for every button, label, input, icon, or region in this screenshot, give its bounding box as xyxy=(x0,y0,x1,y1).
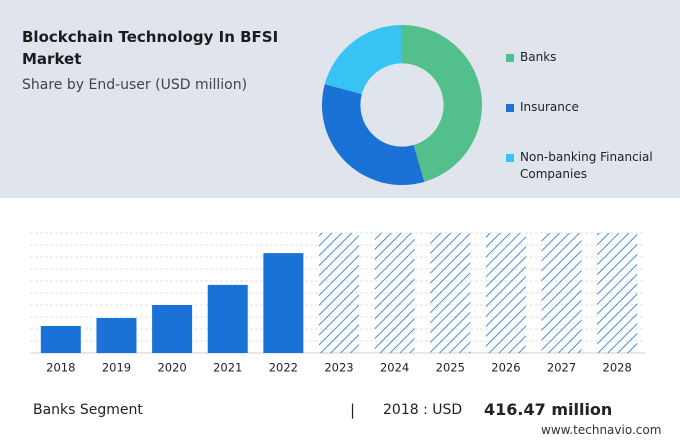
footer-value: 416.47 million xyxy=(484,400,613,419)
legend-label: Insurance xyxy=(520,100,579,114)
forecast-placeholder xyxy=(485,233,526,353)
x-tick-label: 2028 xyxy=(603,361,632,375)
legend-swatch xyxy=(506,54,514,62)
legend-swatch xyxy=(506,104,514,112)
x-tick-label: 2023 xyxy=(324,361,353,375)
forecast-placeholder xyxy=(541,233,582,353)
forecast-placeholder xyxy=(374,233,415,353)
x-tick-label: 2021 xyxy=(213,361,242,375)
legend-swatch xyxy=(506,154,514,162)
x-tick-label: 2019 xyxy=(102,361,131,375)
legend-label: Non-banking Financial Companies xyxy=(520,150,653,181)
forecast-placeholder xyxy=(597,233,638,353)
x-tick-label: 2018 xyxy=(46,361,75,375)
forecast-placeholder xyxy=(430,233,471,353)
footer-segment: Banks Segment xyxy=(33,402,143,418)
x-tick-label: 2026 xyxy=(491,361,520,375)
bar xyxy=(207,284,248,353)
x-tick-label: 2025 xyxy=(436,361,465,375)
x-tick-label: 2027 xyxy=(547,361,576,375)
footer-year: 2018 : USD xyxy=(383,402,463,418)
bar xyxy=(263,253,304,353)
x-tick-label: 2022 xyxy=(269,361,298,375)
donut-slice xyxy=(324,25,402,95)
bar xyxy=(152,305,193,353)
chart-subtitle: Share by End-user (USD million) xyxy=(22,77,248,93)
footer-source: www.technavio.com xyxy=(541,423,662,437)
forecast-placeholder xyxy=(319,233,359,353)
chart-title: Blockchain Technology In BFSI Market xyxy=(22,28,279,68)
legend-label: Banks xyxy=(520,50,557,64)
donut-slice xyxy=(322,84,425,185)
footer-separator: | xyxy=(350,401,356,419)
bar xyxy=(40,325,81,353)
donut-slice xyxy=(402,25,482,182)
bar xyxy=(96,317,137,353)
x-tick-label: 2020 xyxy=(157,361,186,375)
x-tick-label: 2024 xyxy=(380,361,409,375)
